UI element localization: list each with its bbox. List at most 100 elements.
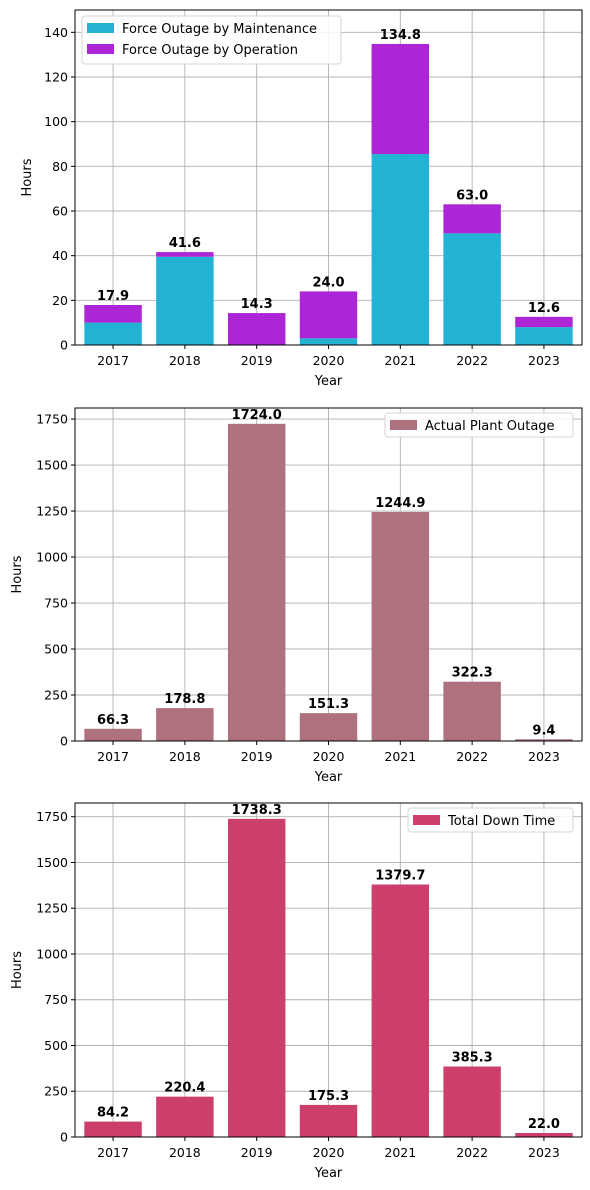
y-tick-label: 1000 (36, 946, 68, 961)
y-tick-label: 750 (44, 992, 68, 1007)
x-tick-label: 2022 (456, 1145, 488, 1160)
y-tick-label: 1000 (36, 550, 68, 565)
y-tick-label: 1750 (36, 809, 68, 824)
legend-label: Total Down Time (447, 814, 555, 829)
legend-frame (407, 807, 574, 833)
data-label: 22.0 (528, 1117, 560, 1132)
bar (515, 1132, 573, 1137)
data-label: 151.3 (308, 697, 349, 712)
data-label: 9.4 (532, 723, 555, 738)
bar-maintenance (443, 233, 501, 345)
legend-frame (384, 412, 574, 438)
data-label: 322.3 (452, 666, 493, 681)
legend-label: Force Outage by Operation (122, 43, 298, 58)
y-tick-label: 100 (44, 114, 68, 129)
x-tick-label: 2018 (169, 749, 201, 764)
legend-frame (81, 15, 342, 65)
chart-1: 17.9 41.6 14.3 24.0 134.8 63.0 12.6 0 20 40 60 80 10… (20, 9, 583, 389)
data-label: 1244.9 (375, 496, 425, 511)
x-axis-label: Year (314, 770, 343, 785)
y-tick-label: 750 (44, 596, 68, 611)
y-tick-label: 500 (44, 1038, 68, 1053)
data-label: 12.6 (528, 301, 560, 316)
x-tick-label: 2020 (313, 353, 345, 368)
data-label: 385.3 (452, 1050, 493, 1065)
x-tick-label: 2018 (169, 353, 201, 368)
legend-label: Force Outage by Maintenance (122, 22, 317, 37)
bar (84, 1121, 142, 1137)
x-tick-label: 2018 (169, 1145, 201, 1160)
x-tick-label: 2019 (241, 749, 273, 764)
data-label: 84.2 (97, 1106, 129, 1121)
y-tick-label: 140 (44, 25, 68, 40)
x-axis-label: Year (314, 1166, 343, 1181)
x-tick-label: 2022 (456, 353, 488, 368)
bar-maintenance (371, 154, 430, 345)
bar-operation (156, 252, 214, 257)
y-tick-label: 80 (52, 159, 68, 174)
y-tick-label: 1750 (36, 412, 68, 427)
x-tick-label: 2020 (313, 749, 345, 764)
bar-operation (443, 204, 501, 234)
bar (443, 681, 501, 741)
bar (371, 884, 430, 1137)
data-label: 220.4 (164, 1081, 205, 1096)
bar-operation (84, 305, 142, 323)
legend-swatch (87, 44, 114, 54)
x-tick-label: 2017 (97, 1145, 129, 1160)
chart-2: 66.3 178.8 1724.0 151.3 1244.9 322.3 9.4 0 250 50… (10, 407, 583, 785)
data-label: 1379.7 (375, 868, 425, 883)
data-label: 14.3 (241, 297, 273, 312)
x-tick-label: 2021 (384, 749, 416, 764)
bar-operation (371, 43, 430, 155)
bar (371, 511, 430, 741)
x-tick-label: 2017 (97, 749, 129, 764)
x-tick-label: 2023 (528, 1145, 560, 1160)
x-tick-label: 2023 (528, 749, 560, 764)
y-tick-label: 0 (60, 338, 68, 353)
bar-operation (227, 313, 286, 345)
y-tick-label: 1250 (36, 901, 68, 916)
y-axis-label: Hours (20, 158, 35, 196)
y-tick-label: 0 (60, 734, 68, 749)
y-axis-label: Hours (10, 951, 25, 989)
bar (299, 1104, 358, 1137)
y-tick-label: 120 (44, 70, 68, 85)
bar (515, 739, 573, 741)
bar (299, 713, 358, 741)
x-tick-label: 2021 (384, 353, 416, 368)
data-label: 24.0 (312, 275, 344, 290)
bar-maintenance (515, 327, 573, 345)
legend: Force Outage by Maintenance Force Outage … (81, 15, 342, 65)
bar-maintenance (156, 256, 214, 345)
data-label: 17.9 (97, 289, 129, 304)
bar-operation (299, 291, 358, 339)
bar (227, 818, 286, 1137)
chart-3: 84.2 220.4 1738.3 175.3 1379.7 385.3 22.0 0 250 5… (10, 802, 583, 1181)
y-tick-label: 1250 (36, 504, 68, 519)
y-tick-label: 250 (44, 688, 68, 703)
legend-swatch (390, 420, 417, 430)
y-tick-label: 20 (52, 293, 68, 308)
data-label: 1724.0 (232, 408, 282, 423)
x-tick-label: 2019 (241, 1145, 273, 1160)
x-tick-label: 2023 (528, 353, 560, 368)
y-tick-label: 40 (52, 248, 68, 263)
data-label: 175.3 (308, 1089, 349, 1104)
x-tick-label: 2019 (241, 353, 273, 368)
data-label: 41.6 (169, 236, 201, 251)
legend-swatch (413, 815, 440, 825)
x-axis-label: Year (314, 374, 343, 389)
y-tick-label: 0 (60, 1130, 68, 1145)
y-tick-label: 1500 (36, 855, 68, 870)
bar (156, 1096, 214, 1137)
data-label: 1738.3 (232, 803, 282, 818)
data-label: 178.8 (164, 692, 205, 707)
y-tick-label: 250 (44, 1084, 68, 1099)
bar (227, 423, 286, 741)
data-label: 63.0 (456, 188, 488, 203)
y-tick-label: 500 (44, 642, 68, 657)
x-tick-label: 2017 (97, 353, 129, 368)
data-label: 134.8 (380, 28, 421, 43)
